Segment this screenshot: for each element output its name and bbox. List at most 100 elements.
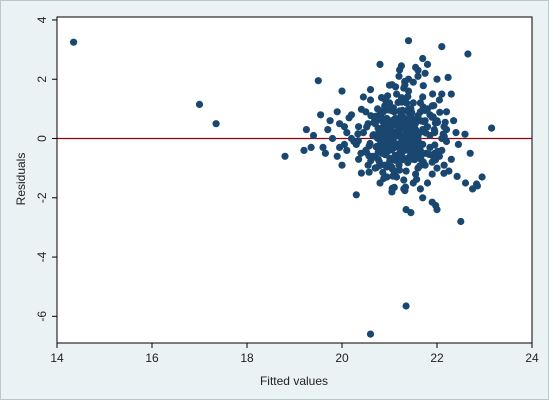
- scatter-point: [421, 69, 429, 77]
- scatter-point: [457, 217, 465, 226]
- scatter-point: [436, 108, 444, 116]
- scatter-point: [396, 131, 404, 139]
- y-tick-label: 0: [35, 135, 49, 142]
- scatter-point: [380, 174, 388, 183]
- scatter-point: [363, 123, 371, 131]
- scatter-point: [388, 184, 396, 192]
- scatter-point: [422, 129, 430, 137]
- scatter-point: [407, 150, 415, 158]
- scatter-point: [357, 105, 365, 113]
- scatter-point: [466, 149, 474, 157]
- scatter-point: [378, 124, 386, 132]
- scatter-point: [434, 147, 442, 155]
- scatter-point: [379, 108, 387, 116]
- y-axis-ticks: 4 2 0 -2 -4 -6: [35, 16, 57, 322]
- scatter-point: [388, 136, 397, 144]
- scatter-point: [376, 140, 384, 148]
- scatter-point: [372, 164, 380, 172]
- scatter-point: [423, 60, 432, 68]
- scatter-point: [435, 96, 443, 104]
- scatter-point: [421, 106, 429, 114]
- scatter-point: [302, 126, 310, 134]
- scatter-point: [383, 163, 391, 171]
- scatter-point: [397, 151, 405, 160]
- scatter-point: [418, 149, 426, 157]
- x-tick-label: 24: [525, 351, 539, 365]
- scatter-point: [395, 158, 403, 166]
- scatter-point: [400, 176, 408, 184]
- scatter-point: [300, 146, 308, 154]
- scatter-point: [413, 175, 421, 183]
- y-axis-title: Residuals: [14, 153, 28, 206]
- scatter-point: [365, 142, 373, 150]
- scatter-point: [447, 155, 455, 163]
- scatter-point: [440, 169, 448, 177]
- scatter-point: [428, 170, 436, 178]
- scatter-point: [333, 152, 341, 160]
- scatter-point: [452, 129, 460, 137]
- x-axis-ticks: 14 16 18 20 22 24: [50, 343, 539, 365]
- scatter-point: [389, 172, 397, 180]
- scatter-point: [438, 43, 446, 51]
- scatter-point: [404, 37, 413, 45]
- scatter-points: [70, 37, 496, 338]
- scatter-point: [447, 90, 455, 98]
- y-tick-label: -4: [35, 251, 49, 262]
- scatter-point: [416, 185, 424, 193]
- scatter-point: [336, 143, 344, 151]
- scatter-point: [347, 111, 356, 119]
- scatter-point: [357, 169, 365, 177]
- scatter-point: [388, 117, 396, 125]
- scatter-point: [420, 118, 428, 126]
- scatter-point: [281, 152, 289, 160]
- scatter-point: [414, 66, 422, 74]
- scatter-point: [326, 117, 334, 125]
- scatter-point: [401, 183, 410, 191]
- scatter-point: [419, 54, 427, 63]
- scatter-point: [401, 97, 409, 105]
- scatter-point: [375, 158, 383, 166]
- scatter-point: [70, 38, 78, 46]
- scatter-point: [333, 108, 341, 116]
- scatter-point: [392, 83, 400, 91]
- scatter-point: [383, 130, 391, 138]
- scatter-point: [402, 302, 410, 310]
- scatter-point: [389, 142, 397, 150]
- scatter-point: [409, 136, 418, 144]
- plot-area: [56, 16, 533, 344]
- scatter-point: [401, 77, 409, 86]
- scatter-point: [393, 90, 401, 98]
- scatter-point: [370, 153, 379, 161]
- x-axis-title: Fitted values: [260, 374, 328, 388]
- scatter-point: [371, 115, 379, 123]
- x-tick-label: 14: [50, 351, 64, 365]
- scatter-point: [366, 330, 375, 338]
- y-tick-label: 2: [35, 76, 49, 83]
- scatter-point: [381, 151, 389, 159]
- scatter-point: [321, 149, 329, 157]
- scatter-point: [343, 129, 351, 137]
- scatter-point: [438, 90, 446, 98]
- scatter-point: [366, 86, 375, 94]
- scatter-point: [195, 100, 204, 108]
- scatter-point: [423, 179, 432, 187]
- scatter-point: [387, 107, 396, 115]
- scatter-point: [365, 168, 373, 176]
- scatter-point: [442, 108, 451, 116]
- y-tick-label: -2: [35, 192, 49, 203]
- scatter-point: [340, 123, 348, 131]
- scatter-point: [396, 107, 404, 115]
- scatter-point: [428, 113, 436, 121]
- scatter-point: [338, 87, 346, 95]
- x-tick-label: 22: [430, 351, 444, 365]
- scatter-point: [488, 124, 496, 132]
- scatter-point: [419, 93, 427, 101]
- scatter-point: [407, 209, 415, 217]
- scatter-point: [388, 165, 397, 173]
- scatter-point: [324, 126, 332, 134]
- scatter-point: [419, 194, 427, 202]
- scatter-point: [376, 60, 384, 68]
- scatter-point: [450, 117, 458, 125]
- scatter-point: [362, 148, 370, 156]
- scatter-point: [431, 141, 439, 149]
